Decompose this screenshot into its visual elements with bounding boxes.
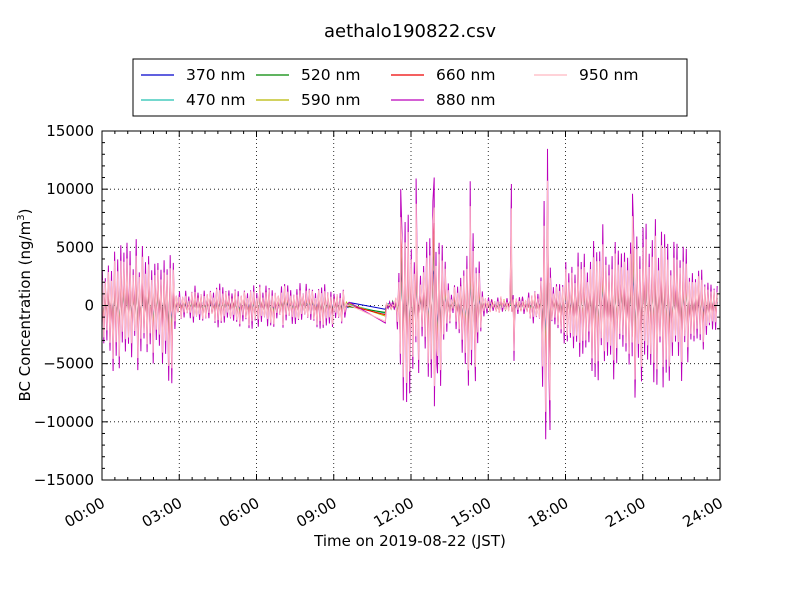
x-axis-label: Time on 2019-08-22 (JST) <box>313 532 506 550</box>
y-axis-label-superscript: 3 <box>16 214 27 220</box>
y-tick-label: 5000 <box>56 238 94 256</box>
legend-label: 660 nm <box>436 66 495 84</box>
x-tick-label: 18:00 <box>525 494 571 531</box>
y-tick-label: 15000 <box>46 122 94 140</box>
chart-title: aethalo190822.csv <box>324 21 496 42</box>
series-layer <box>101 148 718 440</box>
series-line-880-nm <box>101 148 718 440</box>
x-tick-label: 09:00 <box>293 494 339 531</box>
y-tick-label: −5000 <box>43 355 94 373</box>
y-tick-label: 0 <box>84 297 94 315</box>
legend: 370 nm 470 nm 520 nm 590 nm 660 nm 880 nm 950 … <box>132 58 688 117</box>
x-tick-label: 24:00 <box>680 494 726 531</box>
x-tick-label: 21:00 <box>602 494 648 531</box>
series-line-950-nm <box>101 180 718 412</box>
y-tick-label: 10000 <box>46 180 94 198</box>
y-tick-label: −15000 <box>34 471 94 489</box>
legend-label: 880 nm <box>436 91 495 109</box>
y-axis-label: BC Concentration (ng/m3) <box>16 209 34 402</box>
legend-label: 520 nm <box>301 66 360 84</box>
x-tick-label: 15:00 <box>448 494 494 531</box>
x-tick-label: 03:00 <box>139 494 185 531</box>
legend-label: 590 nm <box>301 91 360 109</box>
y-axis-label-main: BC Concentration (ng/m <box>16 221 34 402</box>
y-tick-label: −10000 <box>34 413 94 431</box>
x-tick-label: 00:00 <box>62 494 108 531</box>
legend-label: 370 nm <box>186 66 245 84</box>
legend-label: 470 nm <box>186 91 245 109</box>
x-tick-label: 12:00 <box>371 494 417 531</box>
legend-box <box>132 58 688 117</box>
legend-label: 950 nm <box>579 66 638 84</box>
x-tick-label: 06:00 <box>216 494 262 531</box>
y-axis-label-suffix: ) <box>16 209 34 215</box>
